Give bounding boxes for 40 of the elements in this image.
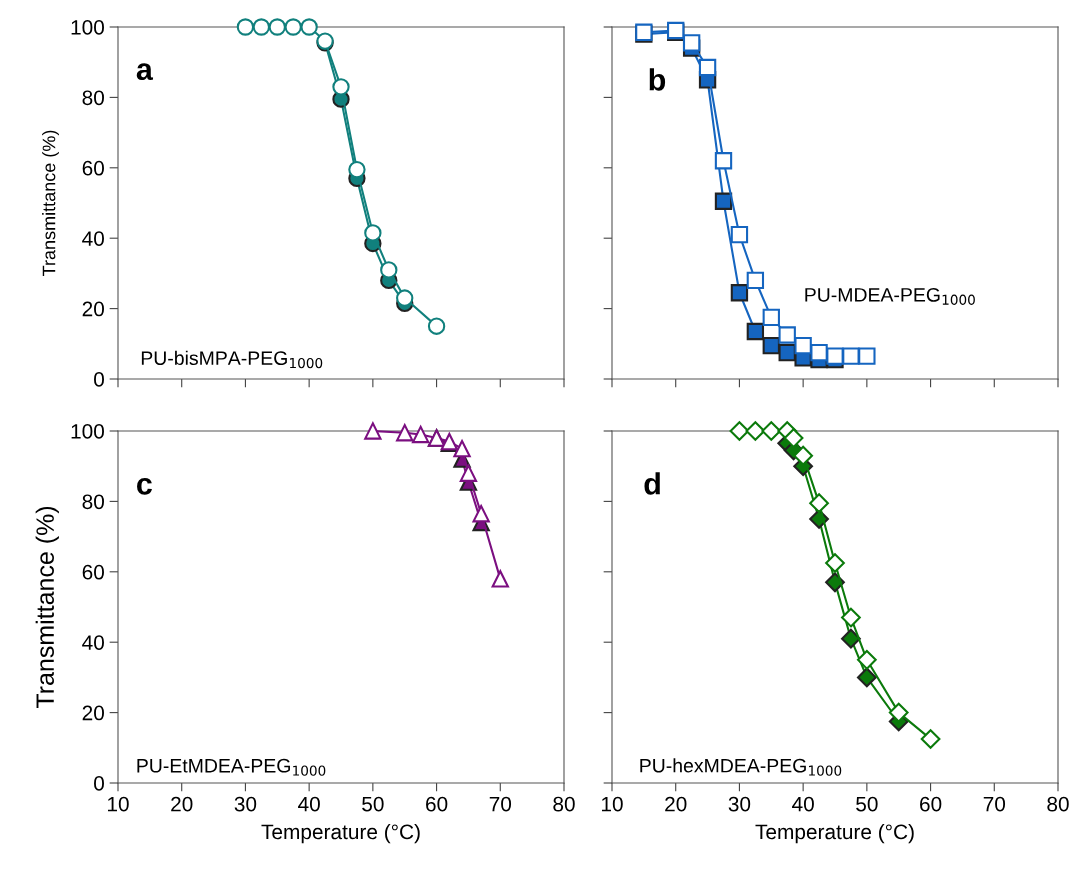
- x-tick-label: 60: [426, 796, 448, 812]
- annotation: PU-EtMDEA-PEG$_{1000}$: [137, 758, 326, 776]
- y-tick-label: 0: [94, 372, 104, 387]
- y-tick-label: 20: [82, 301, 104, 317]
- x-axis-title: Temperature (°C): [261, 823, 420, 844]
- y-tick-label: 60: [82, 160, 104, 176]
- x-tick-label: 80: [1047, 796, 1069, 812]
- annotation: d: [644, 472, 660, 495]
- x-axis-title: Temperature (°C): [755, 823, 914, 844]
- y-tick-label: 60: [82, 564, 104, 580]
- x-tick-label: 70: [489, 796, 512, 812]
- x-tick-label: 50: [856, 796, 878, 812]
- x-tick-label: 10: [108, 796, 129, 812]
- y-tick-label: 100: [71, 20, 104, 35]
- annotation: PU-MDEA-PEG$_{1000}$: [805, 287, 975, 305]
- x-tick-label: 70: [983, 796, 1006, 812]
- annotation: a: [136, 63, 154, 81]
- y-tick-label: 40: [82, 231, 104, 246]
- y-tick-label: 100: [71, 424, 104, 439]
- y-tick-label: 80: [82, 90, 104, 106]
- y-tick-label: 40: [82, 635, 104, 650]
- annotation: b: [649, 68, 666, 91]
- x-tick-label: 80: [553, 796, 575, 812]
- y-tick-label: 0: [94, 776, 104, 791]
- annotation: PU-hexMDEA-PEG$_{1000}$: [640, 758, 842, 776]
- y-tick-label: 80: [82, 494, 104, 510]
- y-axis-title: Transmittance (%): [35, 506, 59, 709]
- x-tick-label: 20: [665, 796, 687, 812]
- y-tick-label: 20: [82, 705, 104, 721]
- x-tick-label: 30: [234, 796, 257, 812]
- x-tick-label: 30: [728, 796, 751, 812]
- x-tick-label: 20: [171, 796, 193, 812]
- annotation: c: [137, 477, 152, 495]
- x-tick-label: 10: [602, 796, 623, 812]
- y-axis-title: Transmittance (%): [42, 130, 59, 276]
- x-tick-label: 50: [362, 796, 384, 812]
- annotation: PU-bisMPA-PEG$_{1000}$: [141, 350, 323, 369]
- x-tick-label: 40: [792, 796, 814, 812]
- x-tick-label: 60: [920, 796, 942, 812]
- x-tick-label: 40: [298, 796, 320, 812]
